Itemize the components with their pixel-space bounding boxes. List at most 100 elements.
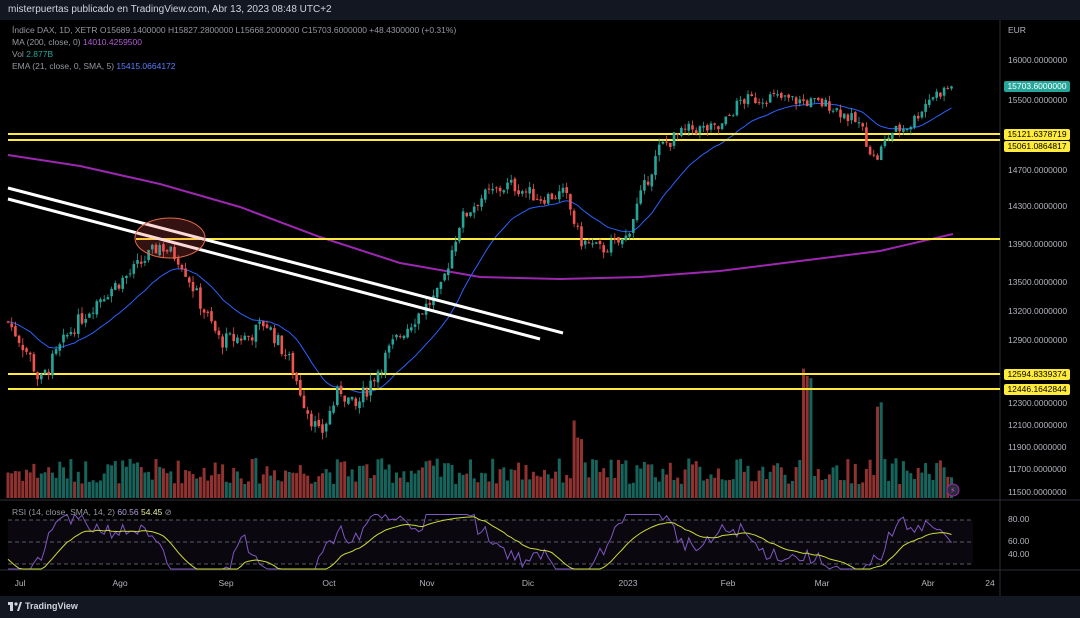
volume-bar xyxy=(354,481,358,498)
volume-bar xyxy=(428,460,432,498)
candle-body xyxy=(269,327,272,330)
symbol-legend[interactable]: Índice DAX, 1D, XETR O15689.1400000 H158… xyxy=(12,24,456,36)
candle-body xyxy=(665,141,668,143)
candle-body xyxy=(817,97,820,101)
rsi-ma-line xyxy=(7,516,952,570)
volume-bar xyxy=(539,476,543,498)
candle-body xyxy=(620,238,624,245)
trendlines[interactable] xyxy=(7,186,564,341)
candle-body xyxy=(609,239,613,253)
volume-bar xyxy=(335,459,339,498)
candle-body xyxy=(476,204,480,206)
volume-bar xyxy=(602,468,606,498)
trendline-lower[interactable] xyxy=(7,197,541,341)
candle-body xyxy=(350,396,354,400)
candle-body xyxy=(380,371,383,373)
candle-body xyxy=(324,423,328,432)
tradingview-logo[interactable]: TradingView xyxy=(8,601,78,612)
candle-body xyxy=(262,321,265,327)
lightning-icon[interactable] xyxy=(946,483,960,497)
volume-bar xyxy=(191,474,195,498)
candle-body xyxy=(532,188,535,201)
ema-legend[interactable]: EMA (21, close, 0, SMA, 5) 15415.0664172 xyxy=(12,60,176,72)
time-tick-label: Abr xyxy=(921,578,935,588)
candle-body xyxy=(894,125,898,132)
candle-body xyxy=(565,187,568,194)
candle-body xyxy=(40,374,43,380)
volume-bar xyxy=(901,461,905,498)
candle-body xyxy=(583,240,587,245)
candle-body xyxy=(535,198,539,200)
candle-body xyxy=(783,95,787,97)
candle-body xyxy=(169,246,173,252)
visibility-icon[interactable]: ⊘ xyxy=(164,507,172,517)
candle-body xyxy=(820,98,824,107)
candle-body xyxy=(524,191,528,193)
ma-value: 14010.4259500 xyxy=(82,37,142,47)
volume-bar xyxy=(576,437,580,498)
volume-bar xyxy=(184,470,188,498)
volume-bar xyxy=(469,459,472,498)
volume-bar xyxy=(565,474,569,498)
candle-body xyxy=(69,331,73,335)
volume-bar xyxy=(716,468,720,498)
candle-body xyxy=(373,379,376,382)
candle-body xyxy=(521,191,524,194)
volume-bar xyxy=(387,464,391,498)
candle-body xyxy=(872,154,876,156)
volume-bar xyxy=(709,474,713,498)
volume-bar xyxy=(332,483,336,498)
volume-bar xyxy=(276,480,280,498)
volume-bar xyxy=(868,459,872,498)
time-tick-label: Jul xyxy=(14,578,26,588)
volume-bar xyxy=(69,459,73,498)
volume-bar xyxy=(724,480,728,498)
candle-body xyxy=(158,245,161,256)
candle-body xyxy=(646,181,650,185)
volume-bar xyxy=(813,475,817,498)
ma-legend[interactable]: MA (200, close, 0) 14010.4259500 xyxy=(12,36,142,48)
volume-bar xyxy=(13,471,17,498)
volume-bar xyxy=(317,476,321,498)
trendline-upper[interactable] xyxy=(7,186,564,335)
volume-bar xyxy=(435,458,439,498)
candle-body xyxy=(728,114,731,116)
highlight-ellipse[interactable] xyxy=(134,217,206,259)
volume-bar xyxy=(520,479,524,498)
candle-body xyxy=(898,124,901,132)
ema-label: EMA (21, close, 0, SMA, 5) xyxy=(12,61,115,71)
volume-bar xyxy=(598,472,602,498)
volume-bar xyxy=(613,477,617,498)
volume-bar xyxy=(128,458,132,498)
candle-body xyxy=(502,190,506,193)
rsi-ma-value: 54.45 xyxy=(141,507,163,517)
candle-body xyxy=(913,115,916,128)
price-tick-label: 15500.0000000 xyxy=(1008,95,1068,105)
volume-bar xyxy=(650,464,654,498)
volume-bar xyxy=(513,470,517,498)
candle-body xyxy=(180,265,184,270)
candle-body xyxy=(491,188,494,191)
volume-bar xyxy=(39,473,43,498)
candle-body xyxy=(199,287,202,309)
brand-name: TradingView xyxy=(25,601,78,611)
candle-body xyxy=(691,125,694,130)
candle-body xyxy=(935,91,938,98)
rsi-legend[interactable]: RSI (14, close, SMA, 14, 2) 60.56 54.45 … xyxy=(12,506,172,518)
volume-bar xyxy=(794,467,798,498)
candle-body xyxy=(228,333,232,335)
vol-legend[interactable]: Vol 2.877B xyxy=(12,48,53,60)
candle-body xyxy=(606,251,609,253)
volume-bar xyxy=(583,462,587,498)
vol-value: 2.877B xyxy=(26,49,54,59)
candle-body xyxy=(310,413,313,427)
candle-body xyxy=(768,94,772,103)
price-tick-label: 14700.0000000 xyxy=(1008,165,1068,175)
time-tick-label: Feb xyxy=(720,578,736,588)
candle-body xyxy=(802,99,805,101)
candle-body xyxy=(450,250,454,269)
volume-bar xyxy=(213,462,217,498)
candle-body xyxy=(731,115,735,117)
volume-bar xyxy=(935,463,939,498)
